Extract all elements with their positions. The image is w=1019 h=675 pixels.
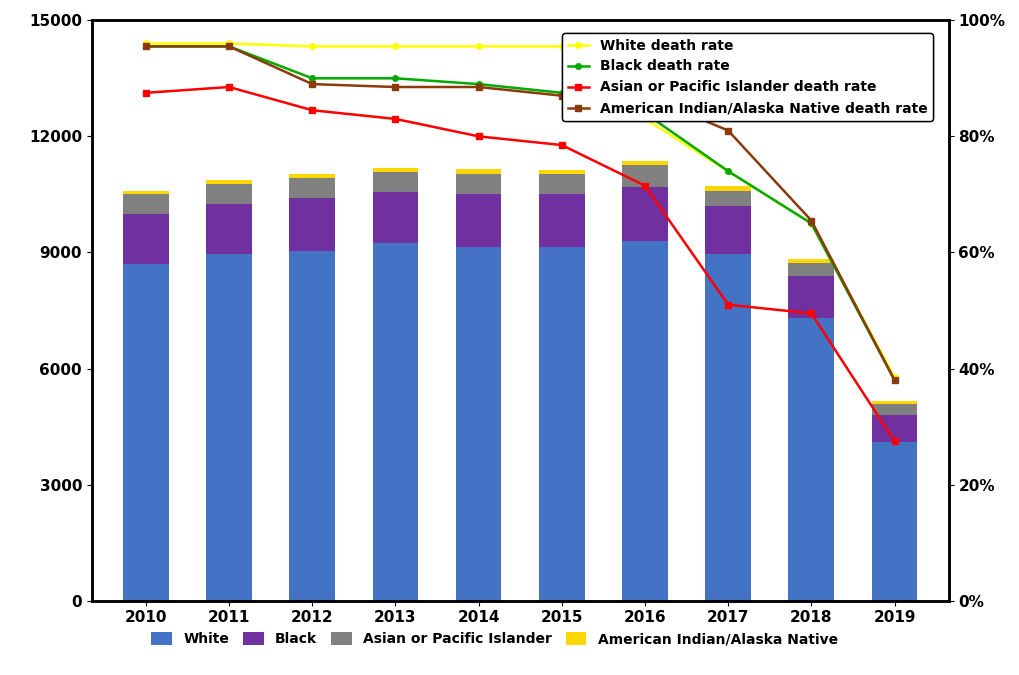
Bar [622, 187, 667, 241]
Bar [289, 174, 335, 178]
Bar [289, 250, 335, 601]
Asian or Pacific Islander death rate [389, 115, 401, 123]
Bar [123, 214, 168, 264]
Bar [455, 169, 501, 173]
Bar [455, 246, 501, 601]
Black death rate [804, 219, 816, 227]
Bar [538, 194, 584, 246]
Bar [622, 165, 667, 187]
White death rate [389, 43, 401, 51]
American Indian/Alaska Native death rate [389, 83, 401, 91]
Black death rate [638, 109, 650, 117]
White death rate [888, 373, 900, 381]
Bar [788, 259, 834, 263]
Bar [704, 186, 750, 190]
Black death rate [721, 167, 734, 176]
Bar [704, 206, 750, 254]
Black death rate [555, 89, 568, 97]
Asian or Pacific Islander death rate [472, 132, 484, 140]
White death rate [721, 167, 734, 176]
American Indian/Alaska Native death rate [306, 80, 318, 88]
Bar [871, 404, 916, 415]
Bar [704, 254, 750, 601]
White death rate [638, 115, 650, 123]
White death rate [555, 43, 568, 51]
American Indian/Alaska Native death rate [223, 43, 235, 51]
Bar [372, 168, 418, 172]
American Indian/Alaska Native death rate [555, 92, 568, 100]
Asian or Pacific Islander death rate [223, 83, 235, 91]
White death rate [140, 39, 152, 47]
Bar [455, 194, 501, 246]
American Indian/Alaska Native death rate [721, 126, 734, 134]
Black death rate [472, 80, 484, 88]
Bar [123, 194, 168, 214]
White death rate [306, 43, 318, 51]
Asian or Pacific Islander death rate [721, 300, 734, 308]
Bar [788, 263, 834, 275]
American Indian/Alaska Native death rate [140, 43, 152, 51]
Asian or Pacific Islander death rate [804, 309, 816, 317]
Legend: White death rate, Black death rate, Asian or Pacific Islander death rate, Americ: White death rate, Black death rate, Asia… [561, 33, 932, 121]
White death rate [804, 219, 816, 227]
American Indian/Alaska Native death rate [804, 217, 816, 225]
Legend: White, Black, Asian or Pacific Islander, American Indian/Alaska Native: White, Black, Asian or Pacific Islander,… [146, 627, 843, 652]
Black death rate [306, 74, 318, 82]
Bar [372, 172, 418, 192]
Bar [206, 204, 252, 254]
Line: American Indian/Alaska Native death rate: American Indian/Alaska Native death rate [143, 44, 897, 383]
Bar [206, 180, 252, 184]
Black death rate [140, 43, 152, 51]
Bar [289, 178, 335, 198]
Line: Asian or Pacific Islander death rate: Asian or Pacific Islander death rate [143, 84, 897, 444]
Bar [372, 243, 418, 601]
Bar [622, 161, 667, 165]
Bar [704, 190, 750, 206]
Bar [871, 442, 916, 601]
Bar [206, 254, 252, 601]
Bar [788, 275, 834, 318]
American Indian/Alaska Native death rate [888, 376, 900, 384]
Bar [538, 173, 584, 194]
Asian or Pacific Islander death rate [140, 89, 152, 97]
Bar [123, 264, 168, 601]
Line: Black death rate: Black death rate [143, 44, 897, 383]
Bar [206, 184, 252, 204]
Asian or Pacific Islander death rate [555, 141, 568, 149]
Black death rate [223, 43, 235, 51]
Black death rate [888, 376, 900, 384]
White death rate [223, 39, 235, 47]
Asian or Pacific Islander death rate [306, 106, 318, 114]
American Indian/Alaska Native death rate [638, 92, 650, 100]
American Indian/Alaska Native death rate [472, 83, 484, 91]
Bar [123, 190, 168, 194]
Bar [538, 246, 584, 601]
Bar [871, 401, 916, 404]
Black death rate [389, 74, 401, 82]
Bar [622, 241, 667, 601]
White death rate [472, 43, 484, 51]
Bar [788, 318, 834, 601]
Bar [538, 169, 584, 173]
Asian or Pacific Islander death rate [888, 437, 900, 446]
Bar [871, 415, 916, 442]
Bar [372, 192, 418, 243]
Asian or Pacific Islander death rate [638, 182, 650, 190]
Line: White death rate: White death rate [143, 40, 897, 380]
Bar [289, 198, 335, 250]
Bar [455, 173, 501, 194]
